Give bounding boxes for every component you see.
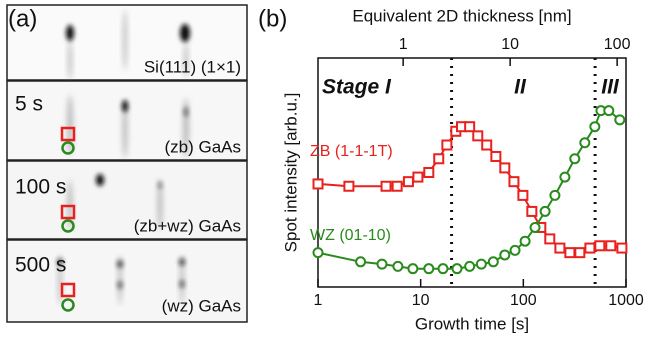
data-point	[477, 260, 486, 269]
data-point	[382, 182, 391, 191]
data-point	[500, 250, 509, 259]
data-point	[509, 177, 518, 186]
data-point	[565, 248, 574, 257]
data-point	[393, 262, 402, 271]
stage-label: III	[601, 76, 620, 99]
x-axis-label: Growth time [s]	[415, 314, 529, 333]
panel-label: (a)	[8, 5, 37, 32]
legend-label: ZB (1-1-1T)	[310, 143, 393, 160]
data-point	[424, 168, 433, 177]
data-point	[575, 248, 584, 257]
x-tick-label: 10	[412, 292, 430, 309]
data-point	[434, 154, 443, 163]
panel-label: (b)	[258, 5, 287, 32]
data-point	[413, 173, 422, 182]
data-point	[438, 264, 447, 273]
frame-caption: (zb) GaAs	[164, 137, 241, 156]
frame-time: 5 s	[15, 93, 43, 116]
data-point	[442, 141, 451, 150]
data-point	[377, 260, 386, 269]
x-tick-label: 1000	[608, 292, 644, 309]
data-point	[590, 122, 599, 131]
data-point	[560, 173, 569, 182]
x-tick-label: 1	[314, 292, 323, 309]
data-point	[489, 257, 498, 266]
data-point	[408, 264, 417, 273]
data-point	[453, 264, 462, 273]
x2-tick-label: 10	[501, 36, 519, 53]
data-point	[545, 234, 554, 243]
data-point	[550, 191, 559, 200]
data-point	[531, 223, 540, 232]
data-point	[615, 115, 624, 124]
series-line	[318, 111, 620, 269]
data-point	[424, 264, 433, 273]
data-point	[527, 207, 536, 216]
stage-label: II	[514, 76, 527, 99]
stage-label: Stage I	[322, 76, 392, 99]
data-point	[606, 241, 615, 250]
figure: (a) Si(111) (1×1) 5 s (zb) GaAs 100 s (z…	[0, 0, 646, 341]
data-point	[393, 182, 402, 191]
frame-caption: (wz) GaAs	[162, 296, 241, 315]
x-tick-label: 100	[510, 292, 537, 309]
data-point	[356, 257, 365, 266]
data-point	[500, 163, 509, 172]
data-point	[595, 241, 604, 250]
data-point	[585, 244, 594, 253]
data-point	[511, 246, 520, 255]
y-axis-label: Spot intensity [arb.u.]	[281, 93, 300, 253]
data-point	[580, 138, 589, 147]
data-point	[314, 179, 323, 188]
data-point	[465, 122, 474, 131]
data-point	[521, 237, 530, 246]
data-point	[404, 177, 413, 186]
data-point	[617, 244, 626, 253]
data-point	[344, 182, 353, 191]
data-point	[570, 154, 579, 163]
data-point	[482, 141, 491, 150]
data-point	[314, 248, 323, 257]
legend-label: WZ (01-10)	[310, 227, 391, 244]
x2-axis-label: Equivalent 2D thickness [nm]	[352, 6, 571, 25]
frame-caption: (zb+wz) GaAs	[134, 216, 241, 235]
data-point	[555, 244, 564, 253]
frame-time: 100 s	[15, 176, 66, 199]
data-point	[541, 207, 550, 216]
chart: (b) 1 10 100 1000 1 10 100 Growth time [s] Equiva…	[258, 5, 644, 333]
data-point	[465, 262, 474, 271]
data-point	[473, 131, 482, 140]
data-point	[518, 191, 527, 200]
x2-tick-label: 1	[399, 36, 408, 53]
data-point	[604, 106, 613, 115]
rheed-panel: (a) Si(111) (1×1) 5 s (zb) GaAs 100 s (z…	[7, 5, 247, 322]
frame-caption: Si(111) (1×1)	[144, 57, 241, 76]
frame-time: 500 s	[15, 254, 66, 277]
data-point	[491, 152, 500, 161]
x2-tick-label: 100	[604, 36, 631, 53]
